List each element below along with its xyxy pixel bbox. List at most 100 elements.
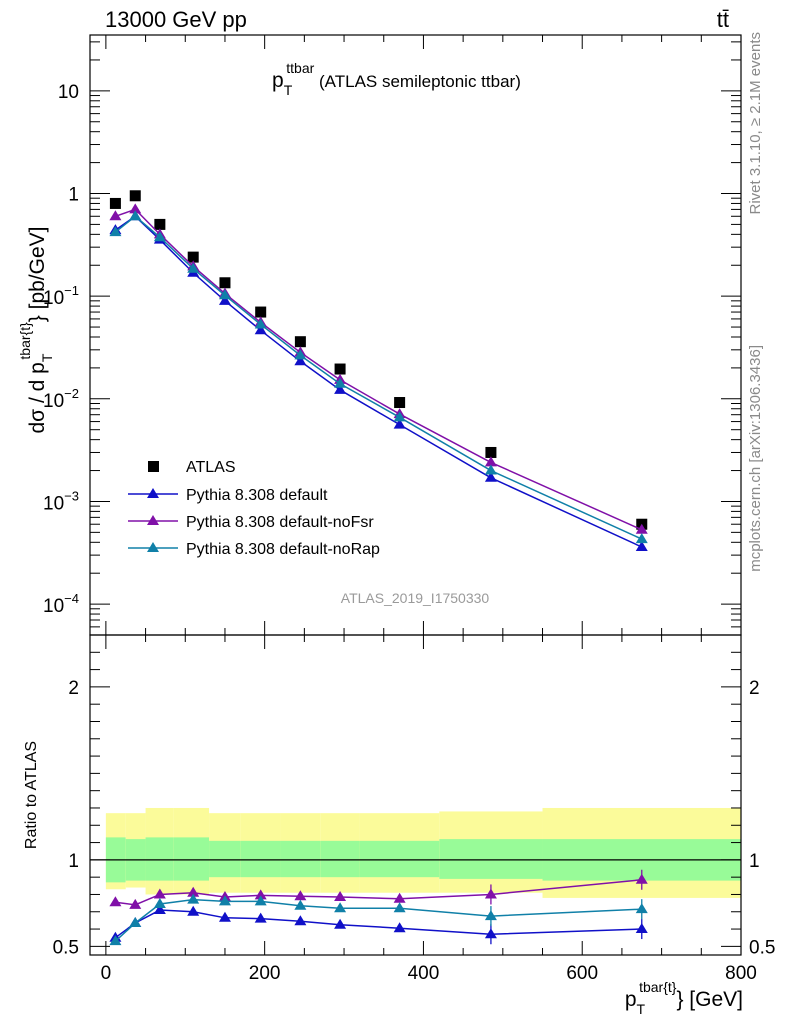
data-point-atlas bbox=[109, 197, 121, 209]
ratio-point-pythia-8-308-default-norap bbox=[393, 902, 406, 913]
main-y-tick-label: 10−4 bbox=[43, 591, 79, 617]
ratio-point-pythia-8-308-default-nofsr bbox=[294, 890, 307, 901]
ratio-point-pythia-8-308-default bbox=[484, 928, 497, 939]
data-point-pythia-8-308-default bbox=[334, 383, 347, 394]
legend-entry-atlas: ATLAS bbox=[148, 459, 236, 476]
legend-label-norap: Pythia 8.308 default-noRap bbox=[186, 541, 380, 558]
data-point-pythia-8-308-default-nofsr bbox=[635, 523, 648, 534]
data-point-pythia-8-308-default bbox=[254, 324, 267, 335]
data-point-pythia-8-308-default bbox=[393, 418, 406, 429]
plot-title-sub: T bbox=[284, 82, 293, 98]
ratio-point-pythia-8-308-default bbox=[153, 904, 166, 915]
ratio-band-inner bbox=[320, 840, 360, 878]
main-y-tick-label: 10 bbox=[58, 82, 79, 103]
ratio-point-pythia-8-308-default-nofsr bbox=[109, 896, 122, 907]
data-point-atlas bbox=[255, 306, 267, 318]
legend-marker-default bbox=[147, 488, 159, 498]
legend-entry-norap: Pythia 8.308 default-noRap bbox=[128, 541, 380, 558]
ratio-band-inner bbox=[145, 837, 174, 881]
data-point-pythia-8-308-default-norap bbox=[129, 210, 142, 221]
ratio-point-pythia-8-308-default bbox=[393, 922, 406, 933]
x-tick-label: 800 bbox=[725, 963, 757, 984]
data-point-pythia-8-308-default-norap bbox=[393, 411, 406, 422]
ratio-point-pythia-8-308-default bbox=[254, 912, 267, 923]
ratio-point-pythia-8-308-default-norap bbox=[294, 899, 307, 910]
ratio-point-pythia-8-308-default-norap bbox=[334, 902, 347, 913]
mcplots-label: mcplots.cern.ch [arXiv:1306.3436] bbox=[747, 345, 764, 572]
x-label-sub: T bbox=[637, 1001, 646, 1017]
data-point-atlas bbox=[154, 218, 166, 230]
ratio-plot-area bbox=[90, 807, 741, 898]
legend: ATLAS Pythia 8.308 default Pythia 8.308 … bbox=[128, 459, 380, 558]
ratio-point-pythia-8-308-default-nofsr bbox=[484, 888, 497, 899]
ratio-point-pythia-8-308-default-nofsr bbox=[635, 873, 648, 884]
data-point-pythia-8-308-default bbox=[635, 540, 648, 551]
main-y-tick-label-exp: −1 bbox=[64, 283, 79, 298]
x-tick-label: 400 bbox=[408, 963, 440, 984]
ratio-y-tick-label-right: 1 bbox=[749, 851, 760, 872]
ratio-point-pythia-8-308-default bbox=[187, 905, 200, 916]
data-point-pythia-8-308-default-norap bbox=[635, 533, 648, 544]
legend-label-nofsr: Pythia 8.308 default-noFsr bbox=[186, 514, 374, 531]
plot-title-sup: ttbar bbox=[286, 60, 314, 76]
data-point-atlas bbox=[334, 363, 346, 375]
x-tick-label: 600 bbox=[566, 963, 598, 984]
ratio-point-pythia-8-308-default-norap bbox=[129, 917, 142, 927]
ratio-point-pythia-8-308-default-norap bbox=[254, 895, 267, 906]
ratio-point-pythia-8-308-default-norap bbox=[109, 935, 122, 946]
ratio-point-pythia-8-308-default bbox=[294, 915, 307, 926]
ratio-y-tick-label-right: 2 bbox=[749, 678, 760, 699]
main-y-label-sub: T bbox=[39, 353, 55, 362]
main-y-tick-label: 10−1 bbox=[43, 283, 79, 309]
data-point-pythia-8-308-default bbox=[218, 294, 231, 305]
ratio-band-inner bbox=[439, 839, 543, 879]
data-point-pythia-8-308-default bbox=[294, 355, 307, 366]
rivet-version-label: Rivet 3.1.10, ≥ 2.1M events bbox=[747, 32, 764, 215]
main-y-tick-label: 10−2 bbox=[43, 386, 79, 412]
ratio-band-inner bbox=[280, 840, 321, 878]
main-y-tick-label-exp: −3 bbox=[64, 488, 79, 503]
ratio-point-pythia-8-308-default-nofsr bbox=[393, 892, 406, 903]
main-y-tick-label-base: 10 bbox=[43, 493, 64, 514]
ratio-y-tick-label-left: 1 bbox=[68, 851, 79, 872]
data-point-atlas bbox=[294, 336, 306, 348]
main-y-tick-label: 10−3 bbox=[43, 488, 79, 514]
plot-title-rest: (ATLAS semileptonic ttbar) bbox=[314, 72, 521, 91]
ratio-band-inner bbox=[240, 840, 281, 878]
ratio-point-pythia-8-308-default-norap bbox=[187, 893, 200, 904]
ratio-band-inner bbox=[359, 840, 440, 878]
main-y-tick-label-base: 10 bbox=[43, 288, 64, 309]
ratio-frame bbox=[89, 634, 742, 956]
ratio-point-pythia-8-308-default-norap bbox=[635, 903, 648, 914]
ratio-line-pythia-8-308-default-norap bbox=[114, 898, 642, 942]
main-y-tick-label-base: 10 bbox=[43, 391, 64, 412]
data-point-pythia-8-308-default bbox=[484, 471, 497, 482]
data-point-pythia-8-308-default-nofsr bbox=[484, 456, 497, 467]
data-point-pythia-8-308-default-norap bbox=[187, 262, 200, 273]
process-label: tt̄ bbox=[717, 7, 729, 32]
ratio-point-pythia-8-308-default-norap bbox=[218, 895, 231, 906]
data-point-pythia-8-308-default-norap bbox=[294, 349, 307, 360]
ratio-y-tick-label-left: 2 bbox=[68, 678, 79, 699]
ratio-point-pythia-8-308-default-norap bbox=[153, 897, 166, 908]
x-tick-label: 200 bbox=[249, 963, 281, 984]
ratio-y-tick-label-left: 0.5 bbox=[53, 937, 79, 958]
legend-entry-nofsr: Pythia 8.308 default-noFsr bbox=[128, 514, 374, 531]
ratio-point-pythia-8-308-default-nofsr bbox=[129, 898, 142, 909]
legend-marker-nofsr bbox=[147, 515, 159, 525]
plot-title-main: p bbox=[272, 69, 284, 92]
legend-entry-default: Pythia 8.308 default bbox=[128, 487, 328, 504]
legend-marker-atlas bbox=[148, 461, 159, 472]
data-point-pythia-8-308-default-norap bbox=[334, 377, 347, 388]
ratio-point-pythia-8-308-default-nofsr bbox=[334, 891, 347, 902]
main-y-tick-label-exp: −4 bbox=[64, 591, 79, 606]
ratio-point-pythia-8-308-default-norap bbox=[484, 910, 497, 921]
x-label-sup: tbar{t} bbox=[639, 979, 677, 995]
legend-marker-norap bbox=[147, 542, 159, 552]
data-point-pythia-8-308-default-norap bbox=[484, 464, 497, 475]
ratio-point-pythia-8-308-default-nofsr bbox=[254, 889, 267, 900]
ratio-band-inner bbox=[173, 837, 210, 881]
main-y-label-main: dσ / d p bbox=[26, 362, 49, 433]
data-point-atlas bbox=[394, 397, 406, 409]
